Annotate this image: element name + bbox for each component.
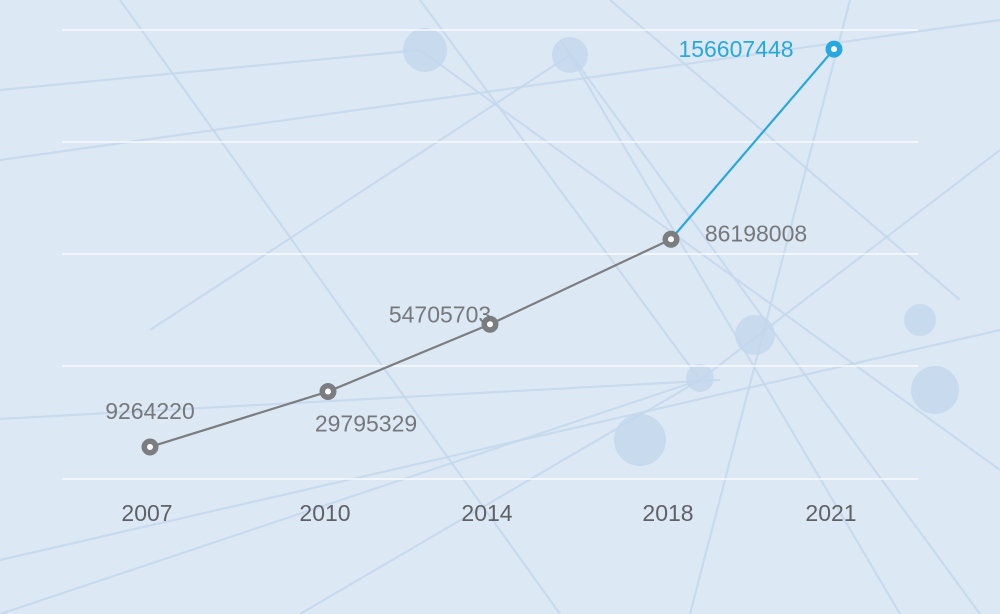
data-point-2021 [825, 40, 843, 58]
series-line-segment [670, 48, 835, 240]
data-points [141, 40, 843, 456]
background-network-line [609, 0, 961, 301]
data-label-2021: 156607448 [678, 36, 793, 62]
series-lines [149, 48, 835, 449]
x-tick-label: 2007 [121, 500, 172, 526]
background-network-line [0, 328, 1000, 562]
data-label-2010: 29795329 [315, 411, 417, 437]
series-line-segment [327, 323, 491, 393]
data-labels: 9264220 29795329 54705703 86198008 156607448 [105, 36, 807, 436]
x-tick-label: 2018 [642, 500, 693, 526]
x-tick-label: 2021 [805, 500, 856, 526]
series-line-segment [149, 390, 329, 449]
background-network-line [419, 49, 1000, 471]
background-network-line [119, 0, 561, 614]
data-label-2014: 54705703 [389, 301, 491, 327]
data-point-2007 [141, 438, 159, 456]
background-network-node [686, 364, 714, 392]
background-network-line [688, 0, 852, 614]
data-point-2018 [662, 230, 680, 248]
background-network-line [0, 378, 721, 421]
series-line-segment [489, 238, 672, 326]
gridlines [62, 29, 918, 480]
data-point-2010 [319, 383, 337, 401]
background-network-line [569, 54, 901, 614]
background-network-node [403, 28, 447, 72]
data-point-2014 [481, 315, 499, 333]
background-network-node [911, 366, 959, 414]
background-network-node [735, 315, 775, 355]
background-network-node [904, 304, 936, 336]
background-network-line [419, 0, 701, 381]
background-network-line [149, 54, 571, 331]
background-network-line [0, 378, 701, 614]
x-tick-label: 2010 [299, 500, 350, 526]
x-tick-label: 2014 [461, 500, 512, 526]
background-network-node [614, 414, 666, 466]
background-network-line [0, 48, 421, 92]
data-label-2007: 9264220 [105, 398, 195, 424]
x-axis-ticks: 2007 2010 2014 2018 2021 [121, 500, 856, 526]
background-network-node [552, 37, 588, 73]
data-label-2018: 86198008 [705, 220, 807, 246]
